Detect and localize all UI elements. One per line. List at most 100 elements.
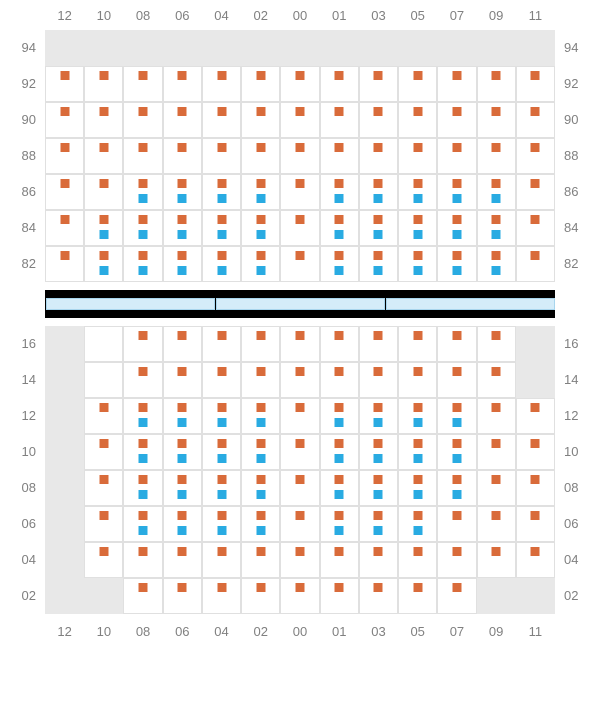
seat-orange[interactable] [335, 511, 344, 520]
seat-blue[interactable] [256, 266, 265, 275]
seat-blue[interactable] [217, 266, 226, 275]
seat-orange[interactable] [178, 331, 187, 340]
seat-orange[interactable] [296, 475, 305, 484]
seat-orange[interactable] [374, 511, 383, 520]
seat-blue[interactable] [139, 266, 148, 275]
seat-orange[interactable] [256, 107, 265, 116]
seat-orange[interactable] [492, 511, 501, 520]
seat-orange[interactable] [139, 251, 148, 260]
seat-blue[interactable] [492, 266, 501, 275]
seat-orange[interactable] [452, 71, 461, 80]
seat-blue[interactable] [217, 230, 226, 239]
seat-orange[interactable] [296, 547, 305, 556]
seat-orange[interactable] [256, 331, 265, 340]
seat-orange[interactable] [492, 143, 501, 152]
seat-orange[interactable] [139, 331, 148, 340]
seat-orange[interactable] [452, 403, 461, 412]
seat-blue[interactable] [139, 490, 148, 499]
seat-orange[interactable] [60, 179, 69, 188]
seat-orange[interactable] [217, 367, 226, 376]
seat-orange[interactable] [99, 179, 108, 188]
seat-blue[interactable] [178, 526, 187, 535]
seat-orange[interactable] [374, 403, 383, 412]
seat-orange[interactable] [335, 215, 344, 224]
seat-orange[interactable] [296, 215, 305, 224]
seat-orange[interactable] [256, 215, 265, 224]
seat-blue[interactable] [217, 194, 226, 203]
seat-orange[interactable] [139, 215, 148, 224]
seat-orange[interactable] [531, 215, 540, 224]
seat-orange[interactable] [139, 143, 148, 152]
seat-orange[interactable] [296, 583, 305, 592]
seat-orange[interactable] [60, 143, 69, 152]
seat-orange[interactable] [492, 403, 501, 412]
seat-blue[interactable] [452, 194, 461, 203]
seat-orange[interactable] [531, 511, 540, 520]
seat-blue[interactable] [413, 454, 422, 463]
seat-orange[interactable] [139, 475, 148, 484]
seat-blue[interactable] [335, 418, 344, 427]
seat-orange[interactable] [413, 71, 422, 80]
seat-orange[interactable] [178, 439, 187, 448]
seat-blue[interactable] [217, 418, 226, 427]
seat-blue[interactable] [178, 490, 187, 499]
seat-orange[interactable] [374, 251, 383, 260]
seat-orange[interactable] [335, 179, 344, 188]
seat-blue[interactable] [256, 490, 265, 499]
seat-orange[interactable] [492, 179, 501, 188]
seat-blue[interactable] [178, 194, 187, 203]
seat-orange[interactable] [374, 215, 383, 224]
seat-orange[interactable] [492, 215, 501, 224]
seat-orange[interactable] [452, 367, 461, 376]
seat-blue[interactable] [492, 194, 501, 203]
seat-blue[interactable] [452, 266, 461, 275]
seat-blue[interactable] [256, 454, 265, 463]
seat-blue[interactable] [452, 230, 461, 239]
seat-blue[interactable] [413, 418, 422, 427]
seat-orange[interactable] [256, 403, 265, 412]
seat-orange[interactable] [139, 583, 148, 592]
seat-orange[interactable] [178, 511, 187, 520]
seat-orange[interactable] [413, 511, 422, 520]
seat-orange[interactable] [60, 215, 69, 224]
seat-orange[interactable] [99, 107, 108, 116]
seat-blue[interactable] [452, 418, 461, 427]
seat-orange[interactable] [413, 143, 422, 152]
seat-orange[interactable] [452, 143, 461, 152]
seat-orange[interactable] [178, 547, 187, 556]
seat-orange[interactable] [217, 71, 226, 80]
seat-blue[interactable] [217, 454, 226, 463]
seat-orange[interactable] [99, 547, 108, 556]
seat-orange[interactable] [296, 367, 305, 376]
seat-orange[interactable] [335, 403, 344, 412]
seat-orange[interactable] [139, 107, 148, 116]
seat-orange[interactable] [178, 107, 187, 116]
seat-orange[interactable] [217, 215, 226, 224]
seat-orange[interactable] [492, 547, 501, 556]
seat-orange[interactable] [452, 331, 461, 340]
seat-orange[interactable] [335, 107, 344, 116]
seat-orange[interactable] [256, 71, 265, 80]
seat-blue[interactable] [335, 454, 344, 463]
seat-orange[interactable] [139, 179, 148, 188]
seat-orange[interactable] [217, 511, 226, 520]
seat-orange[interactable] [335, 439, 344, 448]
seat-orange[interactable] [178, 143, 187, 152]
seat-orange[interactable] [296, 511, 305, 520]
seat-orange[interactable] [178, 71, 187, 80]
seat-orange[interactable] [374, 179, 383, 188]
seat-blue[interactable] [335, 490, 344, 499]
seat-orange[interactable] [374, 331, 383, 340]
seat-orange[interactable] [139, 439, 148, 448]
seat-orange[interactable] [335, 475, 344, 484]
seat-orange[interactable] [139, 403, 148, 412]
seat-orange[interactable] [256, 547, 265, 556]
seat-orange[interactable] [217, 475, 226, 484]
seat-orange[interactable] [99, 511, 108, 520]
seat-blue[interactable] [139, 194, 148, 203]
seat-blue[interactable] [335, 230, 344, 239]
seat-blue[interactable] [139, 454, 148, 463]
seat-orange[interactable] [492, 439, 501, 448]
seat-orange[interactable] [99, 215, 108, 224]
seat-orange[interactable] [139, 511, 148, 520]
